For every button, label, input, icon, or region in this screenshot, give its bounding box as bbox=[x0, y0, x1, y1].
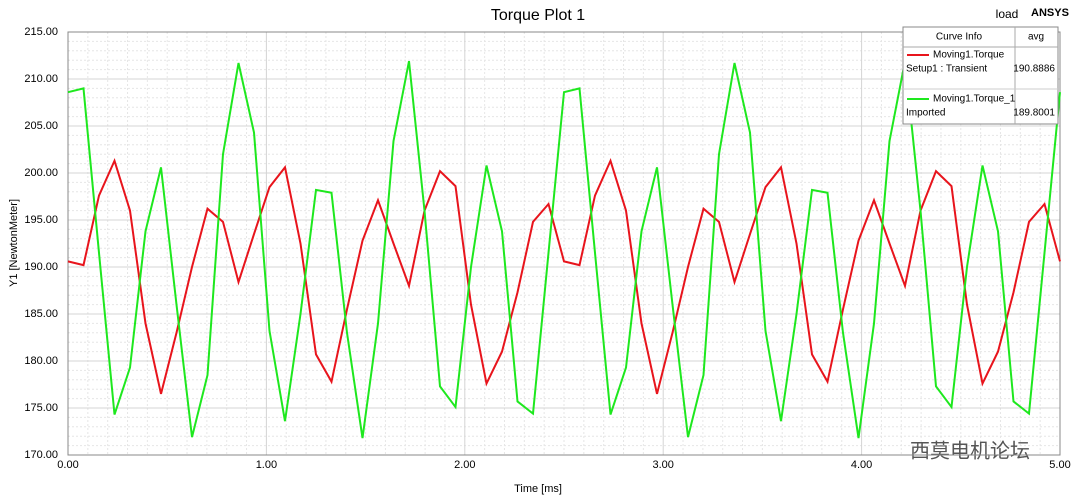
legend-solution: Setup1 : Transient bbox=[906, 64, 987, 75]
y-tick-label: 215.00 bbox=[24, 26, 58, 38]
y-axis-label: Y1 [NewtonMeter] bbox=[8, 199, 20, 287]
x-tick-label: 3.00 bbox=[652, 459, 673, 471]
y-tick-label: 210.00 bbox=[24, 73, 58, 85]
plot-frame bbox=[67, 31, 1061, 456]
legend-avg: 189.8001 bbox=[1013, 108, 1055, 119]
brand: ANSYS bbox=[1031, 7, 1069, 19]
watermark: 西莫电机论坛 bbox=[910, 439, 1030, 462]
legend-solution: Imported bbox=[906, 108, 945, 119]
legend-header: avg bbox=[1028, 32, 1044, 43]
legend-entry: Moving1.Torque bbox=[933, 50, 1005, 61]
y-tick-label: 205.00 bbox=[24, 120, 58, 132]
corner-label: load bbox=[996, 7, 1019, 21]
series-line bbox=[67, 60, 1061, 439]
y-tick-label: 180.00 bbox=[24, 355, 58, 367]
x-tick-label: 5.00 bbox=[1049, 459, 1070, 471]
x-tick-label: 4.00 bbox=[851, 459, 872, 471]
y-tick-label: 175.00 bbox=[24, 402, 58, 414]
y-tick-label: 185.00 bbox=[24, 308, 58, 320]
y-tick-label: 170.00 bbox=[24, 449, 58, 461]
chart-title: Torque Plot 1 bbox=[491, 7, 585, 24]
y-tick-label: 200.00 bbox=[24, 167, 58, 179]
legend-avg: 190.8886 bbox=[1013, 64, 1055, 75]
x-axis-label: Time [ms] bbox=[514, 483, 562, 495]
grid bbox=[67, 31, 1061, 456]
series-line bbox=[67, 157, 1061, 395]
y-tick-label: 195.00 bbox=[24, 214, 58, 226]
legend-entry: Moving1.Torque_1 bbox=[933, 94, 1016, 105]
x-tick-label: 0.00 bbox=[57, 459, 78, 471]
legend-box bbox=[902, 26, 1059, 125]
y-tick-label: 190.00 bbox=[24, 261, 58, 273]
x-tick-label: 1.00 bbox=[256, 459, 277, 471]
legend-header: Curve Info bbox=[936, 32, 983, 43]
x-tick-label: 2.00 bbox=[454, 459, 475, 471]
